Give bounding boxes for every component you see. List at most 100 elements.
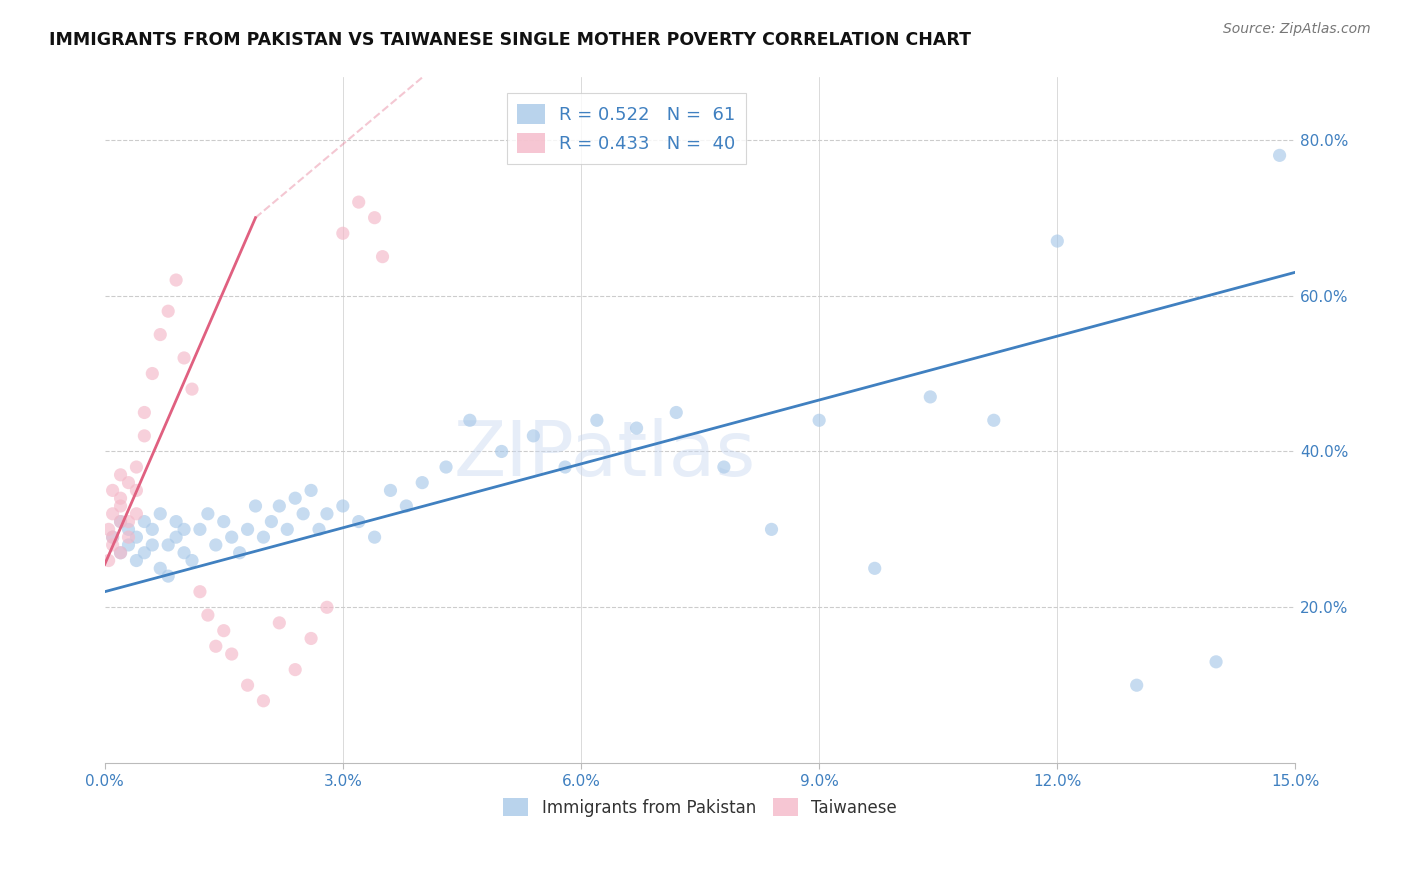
- Point: [276, 522, 298, 536]
- Point: [236, 678, 259, 692]
- Point: [920, 390, 942, 404]
- Point: [141, 522, 163, 536]
- Point: [347, 195, 370, 210]
- Point: [236, 522, 259, 536]
- Point: [197, 507, 219, 521]
- Point: [173, 546, 195, 560]
- Text: ZIPatlas: ZIPatlas: [454, 417, 756, 491]
- Point: [269, 499, 291, 513]
- Point: [713, 460, 735, 475]
- Text: IMMIGRANTS FROM PAKISTAN VS TAIWANESE SINGLE MOTHER POVERTY CORRELATION CHART: IMMIGRANTS FROM PAKISTAN VS TAIWANESE SI…: [49, 31, 972, 49]
- Point: [157, 569, 180, 583]
- Point: [292, 507, 315, 521]
- Point: [197, 608, 219, 623]
- Point: [110, 515, 132, 529]
- Point: [252, 530, 274, 544]
- Point: [97, 522, 120, 536]
- Text: Source: ZipAtlas.com: Source: ZipAtlas.com: [1223, 22, 1371, 37]
- Point: [181, 553, 204, 567]
- Point: [1268, 148, 1291, 162]
- Point: [110, 515, 132, 529]
- Point: [149, 327, 172, 342]
- Point: [626, 421, 648, 435]
- Point: [125, 507, 148, 521]
- Point: [181, 382, 204, 396]
- Point: [1046, 234, 1069, 248]
- Point: [228, 546, 250, 560]
- Point: [491, 444, 513, 458]
- Point: [97, 553, 120, 567]
- Point: [1125, 678, 1147, 692]
- Point: [101, 530, 124, 544]
- Point: [117, 530, 139, 544]
- Point: [284, 663, 307, 677]
- Point: [134, 405, 156, 419]
- Point: [299, 483, 322, 498]
- Point: [252, 694, 274, 708]
- Point: [110, 467, 132, 482]
- Point: [554, 460, 576, 475]
- Point: [665, 405, 688, 419]
- Point: [380, 483, 402, 498]
- Point: [204, 538, 226, 552]
- Point: [101, 530, 124, 544]
- Point: [316, 507, 339, 521]
- Point: [363, 530, 385, 544]
- Point: [125, 530, 148, 544]
- Point: [332, 499, 354, 513]
- Point: [395, 499, 418, 513]
- Point: [761, 522, 783, 536]
- Point: [221, 647, 243, 661]
- Point: [808, 413, 831, 427]
- Point: [245, 499, 267, 513]
- Point: [1205, 655, 1227, 669]
- Point: [173, 522, 195, 536]
- Point: [458, 413, 481, 427]
- Point: [308, 522, 330, 536]
- Point: [212, 515, 235, 529]
- Point: [134, 429, 156, 443]
- Point: [134, 515, 156, 529]
- Point: [165, 530, 187, 544]
- Point: [134, 546, 156, 560]
- Point: [863, 561, 886, 575]
- Point: [260, 515, 283, 529]
- Point: [363, 211, 385, 225]
- Point: [110, 546, 132, 560]
- Point: [188, 584, 211, 599]
- Point: [101, 507, 124, 521]
- Point: [125, 553, 148, 567]
- Point: [149, 561, 172, 575]
- Point: [586, 413, 609, 427]
- Point: [411, 475, 433, 490]
- Point: [101, 483, 124, 498]
- Point: [117, 522, 139, 536]
- Point: [117, 515, 139, 529]
- Point: [284, 491, 307, 506]
- Point: [110, 491, 132, 506]
- Point: [522, 429, 544, 443]
- Point: [117, 538, 139, 552]
- Point: [173, 351, 195, 365]
- Point: [221, 530, 243, 544]
- Point: [165, 515, 187, 529]
- Point: [332, 227, 354, 241]
- Point: [125, 460, 148, 475]
- Point: [371, 250, 394, 264]
- Point: [347, 515, 370, 529]
- Point: [316, 600, 339, 615]
- Point: [101, 538, 124, 552]
- Point: [434, 460, 457, 475]
- Point: [141, 538, 163, 552]
- Point: [117, 475, 139, 490]
- Point: [165, 273, 187, 287]
- Point: [110, 499, 132, 513]
- Point: [149, 507, 172, 521]
- Point: [299, 632, 322, 646]
- Point: [983, 413, 1005, 427]
- Legend: Immigrants from Pakistan, Taiwanese: Immigrants from Pakistan, Taiwanese: [496, 791, 904, 823]
- Point: [188, 522, 211, 536]
- Point: [141, 367, 163, 381]
- Point: [212, 624, 235, 638]
- Point: [269, 615, 291, 630]
